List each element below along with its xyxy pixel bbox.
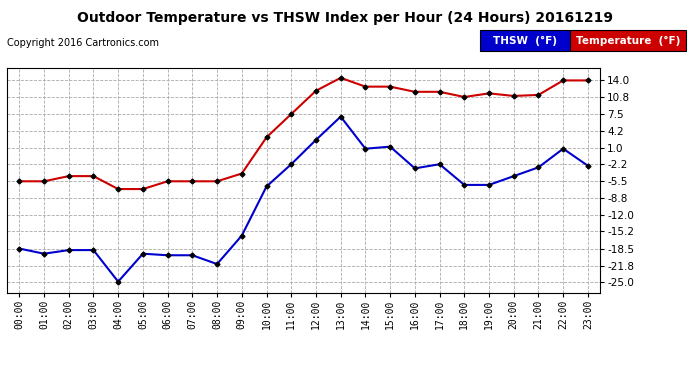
Text: THSW  (°F): THSW (°F) [493,36,557,45]
Text: Temperature  (°F): Temperature (°F) [575,36,680,45]
Text: Outdoor Temperature vs THSW Index per Hour (24 Hours) 20161219: Outdoor Temperature vs THSW Index per Ho… [77,11,613,25]
Text: Copyright 2016 Cartronics.com: Copyright 2016 Cartronics.com [7,38,159,48]
